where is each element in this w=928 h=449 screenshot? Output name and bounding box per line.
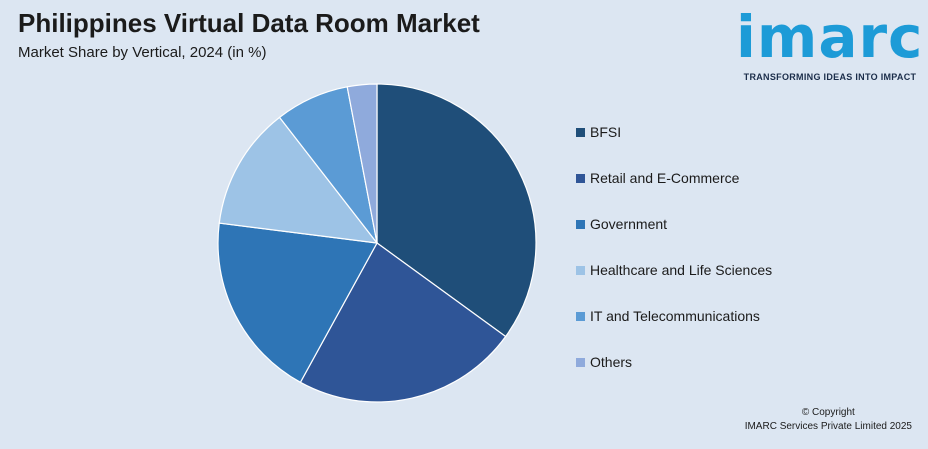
legend-item: Others bbox=[576, 354, 772, 400]
pie-slice-healthcare-and-life-sciences bbox=[218, 116, 379, 244]
copyright-line-2: IMARC Services Private Limited 2025 bbox=[744, 421, 912, 432]
copyright-line-1: © Copyright bbox=[801, 407, 855, 418]
logo-wordmark: imarc bbox=[736, 3, 924, 71]
legend-label: Others bbox=[590, 354, 633, 370]
legend-label: Retail and E-Commerce bbox=[590, 170, 740, 186]
logo-tagline: TRANSFORMING IDEAS INTO IMPACT bbox=[743, 72, 917, 82]
legend-swatch bbox=[576, 266, 585, 275]
legend-item: IT and Telecommunications bbox=[576, 308, 772, 354]
legend-swatch bbox=[576, 358, 585, 367]
chart-subtitle: Market Share by Vertical, 2024 (in %) bbox=[18, 44, 267, 61]
legend-item: BFSI bbox=[576, 124, 772, 170]
imarc-logo: imarc TRANSFORMING IDEAS INTO IMPACT bbox=[736, 3, 924, 84]
pie-slice-retail-and-e-commerce bbox=[299, 242, 507, 403]
legend-label: Government bbox=[590, 216, 668, 232]
chart-legend: BFSI Retail and E-Commerce Government Healt… bbox=[576, 124, 772, 400]
pie-slice-government bbox=[217, 222, 378, 384]
pie-slice-others bbox=[346, 83, 378, 244]
chart-title: Philippines Virtual Data Room Market bbox=[18, 8, 480, 38]
legend-label: IT and Telecommunications bbox=[590, 308, 760, 324]
pie-slice-bfsi bbox=[376, 83, 537, 338]
legend-label: BFSI bbox=[590, 124, 622, 140]
legend-swatch bbox=[576, 174, 585, 183]
legend-swatch bbox=[576, 312, 585, 321]
legend-label: Healthcare and Life Sciences bbox=[590, 262, 773, 278]
legend-item: Government bbox=[576, 216, 772, 262]
legend-item: Retail and E-Commerce bbox=[576, 170, 772, 216]
legend-item: Healthcare and Life Sciences bbox=[576, 262, 772, 308]
legend-swatch bbox=[576, 128, 585, 137]
legend-swatch bbox=[576, 220, 585, 229]
copyright-notice: © Copyright IMARC Services Private Limit… bbox=[745, 406, 912, 434]
